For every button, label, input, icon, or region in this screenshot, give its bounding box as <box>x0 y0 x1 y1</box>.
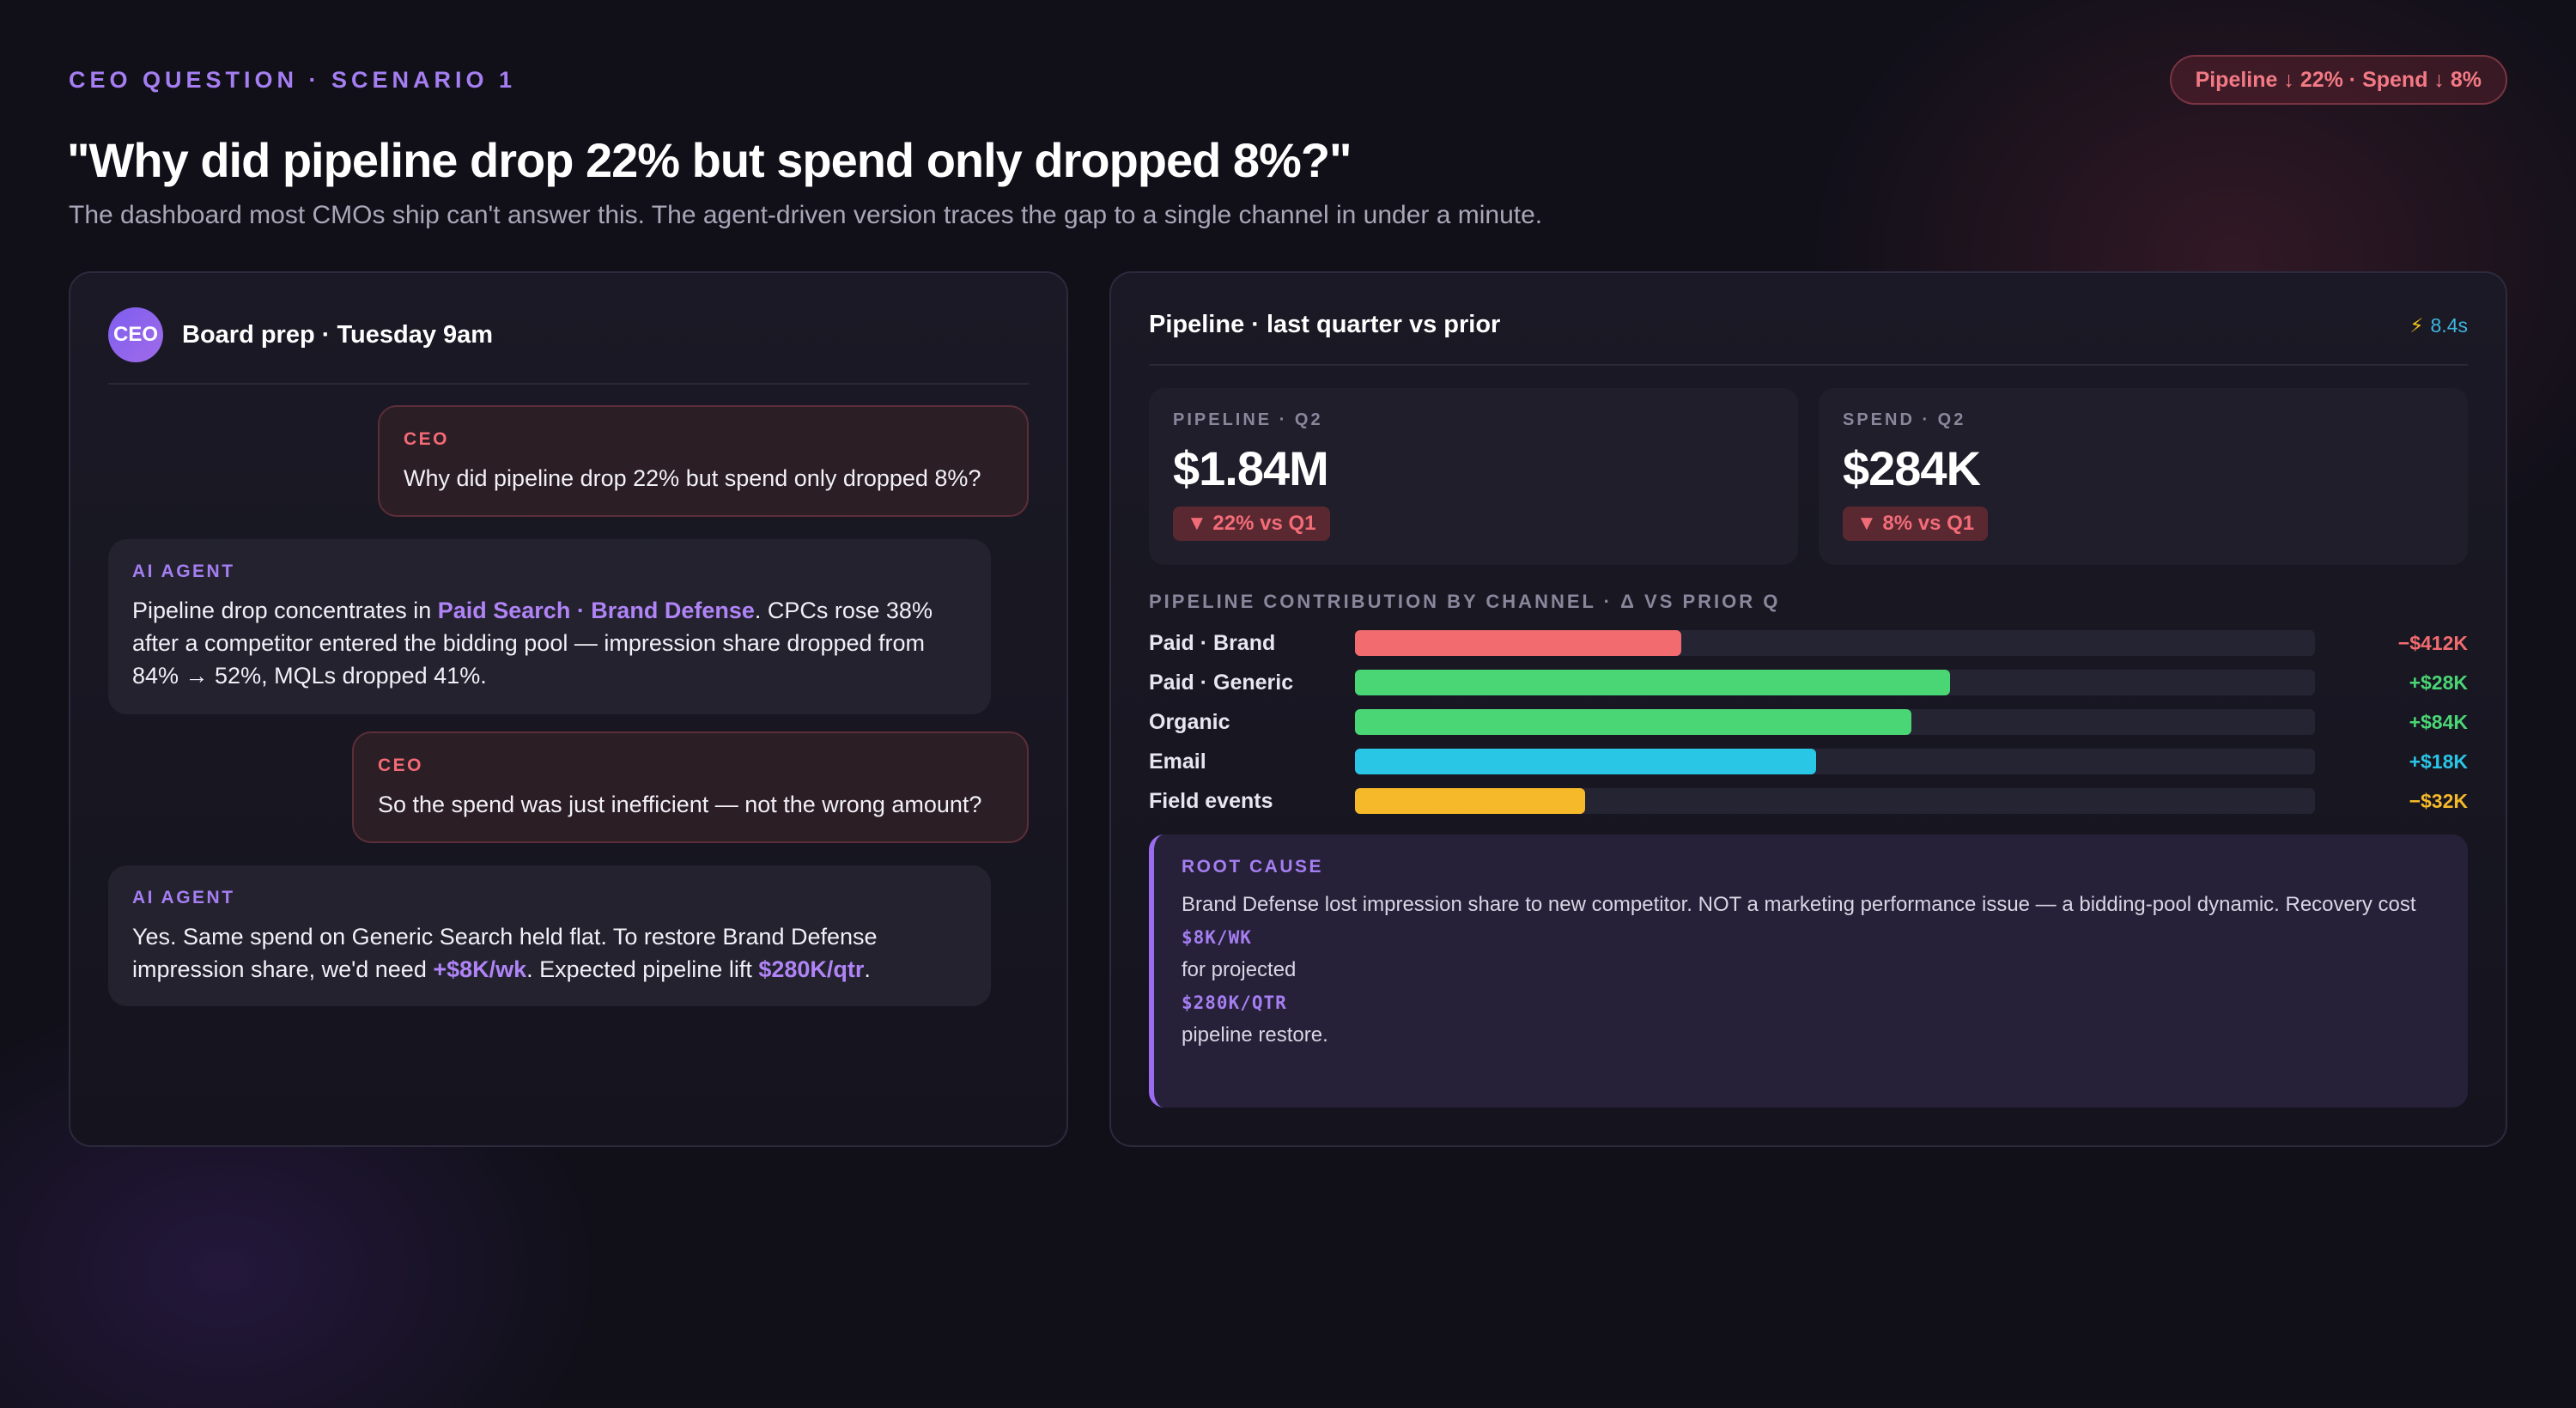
channel-bar-row: Field events −$32K <box>1149 788 2468 814</box>
message-highlight: $280K/qtr <box>758 956 865 982</box>
message-highlight: Paid Search · Brand Defense <box>437 598 755 623</box>
kpi-label: SPEND · Q2 <box>1843 410 1966 429</box>
root-cause-text: for projected <box>1182 958 1297 981</box>
message-text: Why did pipeline drop 22% but spend only… <box>404 465 981 491</box>
message-role: CEO <box>404 429 450 449</box>
root-cause-text: Brand Defense lost impression share to n… <box>1182 893 2416 916</box>
lightning-icon: ⚡ <box>2409 314 2424 337</box>
channel-label: Paid · Generic <box>1149 671 1294 695</box>
channel-bar <box>1355 670 1951 695</box>
response-time: ⚡ 8.4s <box>2409 314 2468 337</box>
kpi-value: $1.84M <box>1173 441 1329 495</box>
channel-bar-row: Email +$18K <box>1149 749 2468 774</box>
kpi-delta-badge: ▼ 8% vs Q1 <box>1843 507 1989 541</box>
channel-bar <box>1355 630 1682 656</box>
kpi-card-pipeline: PIPELINE · Q2 $1.84M ▼ 22% vs Q1 <box>1149 388 1798 565</box>
channel-delta-value: +$84K <box>2409 711 2468 733</box>
chat-message-agent: AI AGENT Pipeline drop concentrates in P… <box>108 539 991 714</box>
kpi-label: PIPELINE · Q2 <box>1173 410 1323 429</box>
channel-bar-row: Organic +$84K <box>1149 709 2468 735</box>
channel-bar-row: Paid · Generic +$28K <box>1149 670 2468 695</box>
root-cause-cost-tag: $8K/WK <box>1182 927 1252 948</box>
channel-bar-row: Paid · Brand −$412K <box>1149 630 2468 656</box>
kpi-delta-badge: ▼ 22% vs Q1 <box>1173 507 1330 541</box>
kpi-value: $284K <box>1843 441 1981 495</box>
channel-label: Email <box>1149 750 1206 774</box>
pipeline-panel: Pipeline · last quarter vs prior ⚡ 8.4s P… <box>1109 271 2507 1147</box>
root-cause-lift-tag: $280K/QTR <box>1182 992 1287 1013</box>
scenario-eyebrow: CEO QUESTION · SCENARIO 1 <box>69 67 517 93</box>
channel-bar-track <box>1355 749 2315 774</box>
chat-message-ceo: CEO So the spend was just inefficient — … <box>352 731 1029 843</box>
kpi-card-spend: SPEND · Q2 $284K ▼ 8% vs Q1 <box>1819 388 2468 565</box>
root-cause-label: ROOT CAUSE <box>1182 857 1324 877</box>
chat-header: CEO Board prep · Tuesday 9am <box>108 307 1029 385</box>
channel-delta-value: −$412K <box>2397 632 2468 654</box>
channel-bar-track <box>1355 670 2315 695</box>
channel-bar <box>1355 788 1586 814</box>
metrics-pill: Pipeline ↓ 22% · Spend ↓ 8% <box>2169 55 2507 105</box>
response-time-value: 8.4s <box>2430 314 2468 337</box>
root-cause-callout: ROOT CAUSE Brand Defense lost impression… <box>1149 834 2468 1108</box>
channel-bar <box>1355 709 1912 735</box>
page-subtitle: The dashboard most CMOs ship can't answe… <box>69 201 1543 229</box>
channel-bar <box>1355 749 1816 774</box>
page-title: "Why did pipeline drop 22% but spend onl… <box>67 133 1352 187</box>
root-cause-text: pipeline restore. <box>1182 1023 1328 1047</box>
message-role: CEO <box>378 756 424 775</box>
message-role: AI AGENT <box>132 888 235 907</box>
channel-delta-value: −$32K <box>2409 790 2468 812</box>
message-text: So the spend was just inefficient — not … <box>378 792 982 817</box>
chat-message-ceo: CEO Why did pipeline drop 22% but spend … <box>378 405 1029 517</box>
message-text: Yes. Same spend on Generic Search held f… <box>132 924 878 982</box>
panel-title: Pipeline · last quarter vs prior <box>1149 311 1501 338</box>
avatar: CEO <box>108 307 163 362</box>
channel-delta-value: +$18K <box>2409 750 2468 773</box>
chat-message-agent: AI AGENT Yes. Same spend on Generic Sear… <box>108 865 991 1006</box>
channel-label: Organic <box>1149 710 1230 734</box>
panel-header: Pipeline · last quarter vs prior ⚡ 8.4s <box>1149 311 2468 366</box>
channel-bar-track <box>1355 709 2315 735</box>
message-text: Pipeline drop concentrates in Paid Searc… <box>132 598 933 689</box>
message-role: AI AGENT <box>132 561 235 581</box>
chart-section-label: PIPELINE CONTRIBUTION BY CHANNEL · Δ VS … <box>1149 591 1781 612</box>
channel-label: Field events <box>1149 789 1273 813</box>
chat-panel: CEO Board prep · Tuesday 9am CEO Why did… <box>69 271 1068 1147</box>
channel-label: Paid · Brand <box>1149 631 1276 655</box>
channel-bar-track <box>1355 630 2315 656</box>
channel-bar-track <box>1355 788 2315 814</box>
message-highlight: +$8K/wk <box>433 956 527 982</box>
channel-delta-value: +$28K <box>2409 671 2468 694</box>
chat-title: Board prep · Tuesday 9am <box>182 321 494 349</box>
